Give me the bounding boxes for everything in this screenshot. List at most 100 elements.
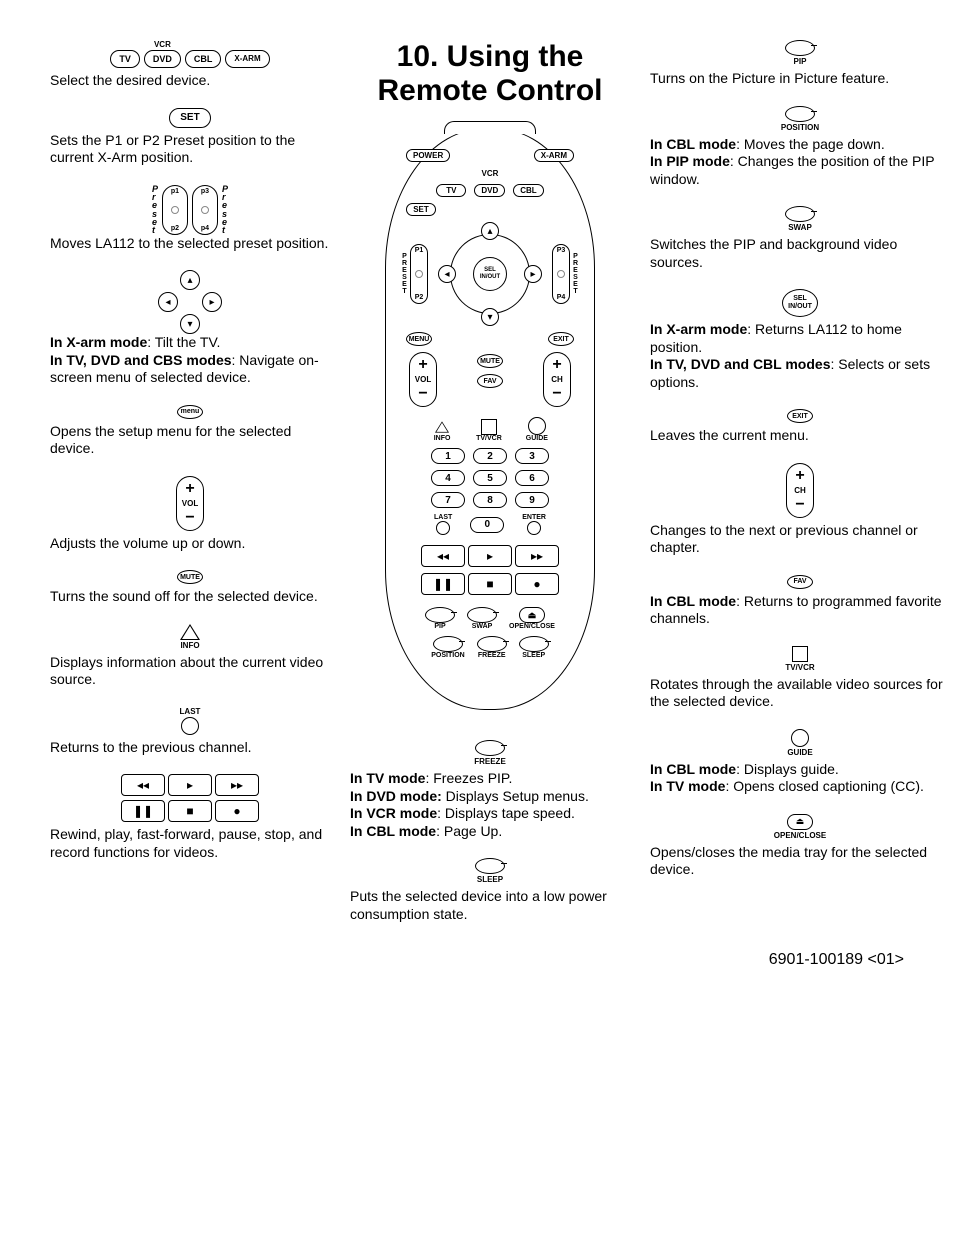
tvvcr-section: TV/VCR Rotates through the available vid… bbox=[650, 646, 950, 711]
tv-button[interactable]: TV bbox=[436, 184, 466, 197]
openclose-button[interactable]: ⏏ bbox=[519, 607, 545, 623]
num-2-button[interactable]: 2 bbox=[473, 448, 507, 464]
tv-pill: TV bbox=[110, 50, 140, 68]
nav-up-button[interactable]: ▴ bbox=[481, 222, 499, 240]
num-6-button[interactable]: 6 bbox=[515, 470, 549, 486]
sleep-button[interactable] bbox=[519, 636, 549, 652]
vol-desc: Adjusts the volume up or down. bbox=[50, 535, 330, 553]
menu-button[interactable]: MENU bbox=[406, 332, 432, 346]
freeze-icon-label: FREEZE bbox=[474, 757, 506, 766]
power-button[interactable]: POWER bbox=[406, 149, 450, 162]
pip-desc: Turns on the Picture in Picture feature. bbox=[650, 70, 950, 88]
oval-icon bbox=[785, 40, 815, 56]
transport-desc: Rewind, play, fast-forward, pause, stop,… bbox=[50, 826, 330, 861]
minus-icon: − bbox=[185, 510, 194, 526]
cross-desc: In X-arm mode: Tilt the TV. In TV, DVD a… bbox=[50, 334, 330, 387]
mute-button[interactable]: MUTE bbox=[477, 354, 503, 368]
vol-button[interactable]: +VOL− bbox=[409, 352, 437, 407]
sleep-label: SLEEP bbox=[522, 652, 545, 659]
nav-right-button[interactable]: ▸ bbox=[524, 265, 542, 283]
xarm-button[interactable]: X-ARM bbox=[534, 149, 574, 162]
remote-body: POWER X-ARM VCR TV DVD CBL SET PRESET bbox=[385, 128, 595, 710]
p1-label: p1 bbox=[171, 188, 179, 195]
eject-icon: ⏏ bbox=[787, 814, 813, 830]
preset-left: PRESET P1 P2 bbox=[401, 244, 428, 304]
device-desc: Select the desired device. bbox=[50, 72, 330, 90]
rewind-button[interactable]: ◂◂ bbox=[421, 545, 465, 567]
freeze-section: FREEZE In TV mode: Freezes PIP. In DVD m… bbox=[350, 740, 630, 840]
ch-button[interactable]: +CH− bbox=[543, 352, 571, 407]
num-3-button[interactable]: 3 bbox=[515, 448, 549, 464]
fav-desc: In CBL mode: Returns to programmed favor… bbox=[650, 593, 950, 628]
enter-button[interactable] bbox=[527, 521, 541, 535]
openclose-section: ⏏OPEN/CLOSE Opens/closes the media tray … bbox=[650, 814, 950, 879]
exit-pill: EXIT bbox=[787, 409, 813, 423]
sel-icon: SELIN/OUT bbox=[782, 289, 818, 317]
num-5-button[interactable]: 5 bbox=[473, 470, 507, 486]
guide-button[interactable] bbox=[528, 417, 546, 435]
preset-arc-right: p3 p4 bbox=[192, 185, 218, 235]
last-button[interactable] bbox=[436, 521, 450, 535]
position-button[interactable] bbox=[433, 636, 463, 652]
page-title: 10. Using the Remote Control bbox=[350, 40, 630, 108]
p4-label: p4 bbox=[201, 225, 209, 232]
info-desc: Displays information about the current v… bbox=[50, 654, 330, 689]
swap-button[interactable] bbox=[467, 607, 497, 623]
freeze-button[interactable] bbox=[477, 636, 507, 652]
info-icon[interactable] bbox=[435, 421, 449, 432]
enter-label: ENTER bbox=[522, 514, 546, 521]
stop-button[interactable]: ■ bbox=[468, 573, 512, 595]
vol-section: + VOL − Adjusts the volume up or down. bbox=[50, 476, 330, 553]
oval-icon bbox=[475, 740, 505, 756]
transport-section: ◂◂ ▸ ▸▸ ❚❚ ■ ● Rewind, play, fast-forwar… bbox=[50, 774, 330, 861]
record-button[interactable]: ● bbox=[515, 573, 559, 595]
forward-button[interactable]: ▸▸ bbox=[515, 545, 559, 567]
cbl-button[interactable]: CBL bbox=[513, 184, 543, 197]
nav-cross: ▴ ◂ ▸ ▾ SELIN/OUT bbox=[430, 224, 550, 324]
position-label: POSITION bbox=[781, 123, 819, 132]
menu-section: menu Opens the setup menu for the select… bbox=[50, 405, 330, 458]
pip-section: PIP Turns on the Picture in Picture feat… bbox=[650, 40, 950, 88]
exit-button[interactable]: EXIT bbox=[548, 332, 574, 346]
dvd-button[interactable]: DVD bbox=[474, 184, 505, 197]
oval-icon bbox=[475, 858, 505, 874]
position-label: POSITION bbox=[431, 652, 464, 659]
nav-left-button[interactable]: ◂ bbox=[438, 265, 456, 283]
arrow-left-icon: ◂ bbox=[158, 292, 178, 312]
num-4-button[interactable]: 4 bbox=[431, 470, 465, 486]
vol-label: VOL bbox=[182, 499, 198, 508]
set-section: SET Sets the P1 or P2 Preset position to… bbox=[50, 108, 330, 167]
preset-arc-left: p1 p2 bbox=[162, 185, 188, 235]
preset-section: Preset p1 p2 p3 p4 Preset Moves LA112 to… bbox=[50, 185, 330, 253]
pause-button[interactable]: ❚❚ bbox=[421, 573, 465, 595]
exit-section: EXIT Leaves the current menu. bbox=[650, 409, 950, 445]
pip-label: PIP bbox=[794, 57, 807, 66]
nav-down-button[interactable]: ▾ bbox=[481, 308, 499, 326]
sel-button[interactable]: SELIN/OUT bbox=[473, 257, 507, 291]
info-section: INFO Displays information about the curr… bbox=[50, 624, 330, 689]
circle-icon bbox=[181, 717, 199, 735]
num-1-button[interactable]: 1 bbox=[431, 448, 465, 464]
p2-label: p2 bbox=[171, 225, 179, 232]
fav-button[interactable]: FAV bbox=[477, 374, 503, 388]
num-9-button[interactable]: 9 bbox=[515, 492, 549, 508]
num-7-button[interactable]: 7 bbox=[431, 492, 465, 508]
tvvcr-button[interactable] bbox=[481, 419, 497, 435]
p4-btn[interactable]: P4 bbox=[557, 294, 566, 301]
p2-btn[interactable]: P2 bbox=[415, 294, 424, 301]
play-button[interactable]: ▸ bbox=[468, 545, 512, 567]
ch-desc: Changes to the next or previous channel … bbox=[650, 522, 950, 557]
set-button[interactable]: SET bbox=[406, 203, 436, 216]
set-desc: Sets the P1 or P2 Preset position to the… bbox=[50, 132, 330, 167]
vcr-label: VCR bbox=[154, 40, 171, 49]
preset-right: P3 P4 PRESET bbox=[552, 244, 579, 304]
swap-section: SWAP Switches the PIP and background vid… bbox=[650, 206, 950, 271]
pip-button[interactable] bbox=[425, 607, 455, 623]
preset-right-label: Preset bbox=[222, 185, 228, 234]
num-0-button[interactable]: 0 bbox=[470, 517, 504, 533]
p3-btn[interactable]: P3 bbox=[557, 247, 566, 254]
tvvcr-label: TV/VCR bbox=[476, 435, 502, 442]
p1-btn[interactable]: P1 bbox=[415, 247, 424, 254]
swap-label: SWAP bbox=[788, 223, 812, 232]
num-8-button[interactable]: 8 bbox=[473, 492, 507, 508]
